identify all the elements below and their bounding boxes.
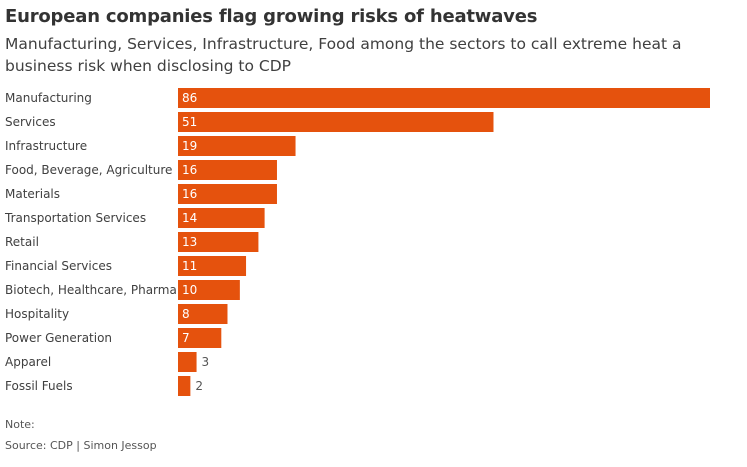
- bar: [178, 352, 197, 372]
- value-label: 13: [182, 235, 197, 249]
- bar: [178, 88, 710, 108]
- category-label: Transportation Services: [4, 211, 146, 225]
- bar: [178, 184, 277, 204]
- bar: [178, 112, 494, 132]
- category-label: Biotech, Healthcare, Pharma: [5, 283, 177, 297]
- category-label: Retail: [5, 235, 39, 249]
- category-label: Services: [5, 115, 56, 129]
- category-label: Fossil Fuels: [5, 379, 73, 393]
- value-label: 19: [182, 139, 197, 153]
- value-label: 7: [182, 331, 190, 345]
- bar: [178, 160, 277, 180]
- value-label: 10: [182, 283, 197, 297]
- bar-chart: Manufacturing 86 Services 51 Infrastructure 1…: [4, 88, 710, 396]
- bar: [178, 256, 247, 276]
- bar: [178, 136, 296, 156]
- chart-title: European companies flag growing risks of…: [5, 6, 538, 27]
- bar: [178, 304, 228, 324]
- category-label: Infrastructure: [5, 139, 87, 153]
- value-label: 86: [182, 91, 197, 105]
- value-label: 2: [195, 379, 203, 393]
- chart-subtitle: Manufacturing, Services, Infrastructure,…: [5, 35, 682, 75]
- category-label: Materials: [5, 187, 60, 201]
- category-label: Apparel: [5, 355, 51, 369]
- value-label: 3: [202, 355, 210, 369]
- value-label: 16: [182, 163, 197, 177]
- value-label: 11: [182, 259, 197, 273]
- value-label: 8: [182, 307, 190, 321]
- value-label: 51: [182, 115, 197, 129]
- value-label: 14: [182, 211, 197, 225]
- value-label: 16: [182, 187, 197, 201]
- bar: [178, 328, 222, 348]
- chart-source: Source: CDP | Simon Jessop: [5, 439, 157, 452]
- bar: [178, 208, 265, 228]
- category-label: Power Generation: [5, 331, 112, 345]
- category-label: Financial Services: [5, 259, 112, 273]
- bar: [178, 376, 191, 396]
- category-label: Manufacturing: [5, 91, 92, 105]
- category-label: Hospitality: [5, 307, 69, 321]
- category-label: Food, Beverage, Agriculture: [5, 163, 172, 177]
- bar: [178, 232, 259, 252]
- bar: [178, 280, 240, 300]
- chart-note: Note:: [5, 418, 35, 431]
